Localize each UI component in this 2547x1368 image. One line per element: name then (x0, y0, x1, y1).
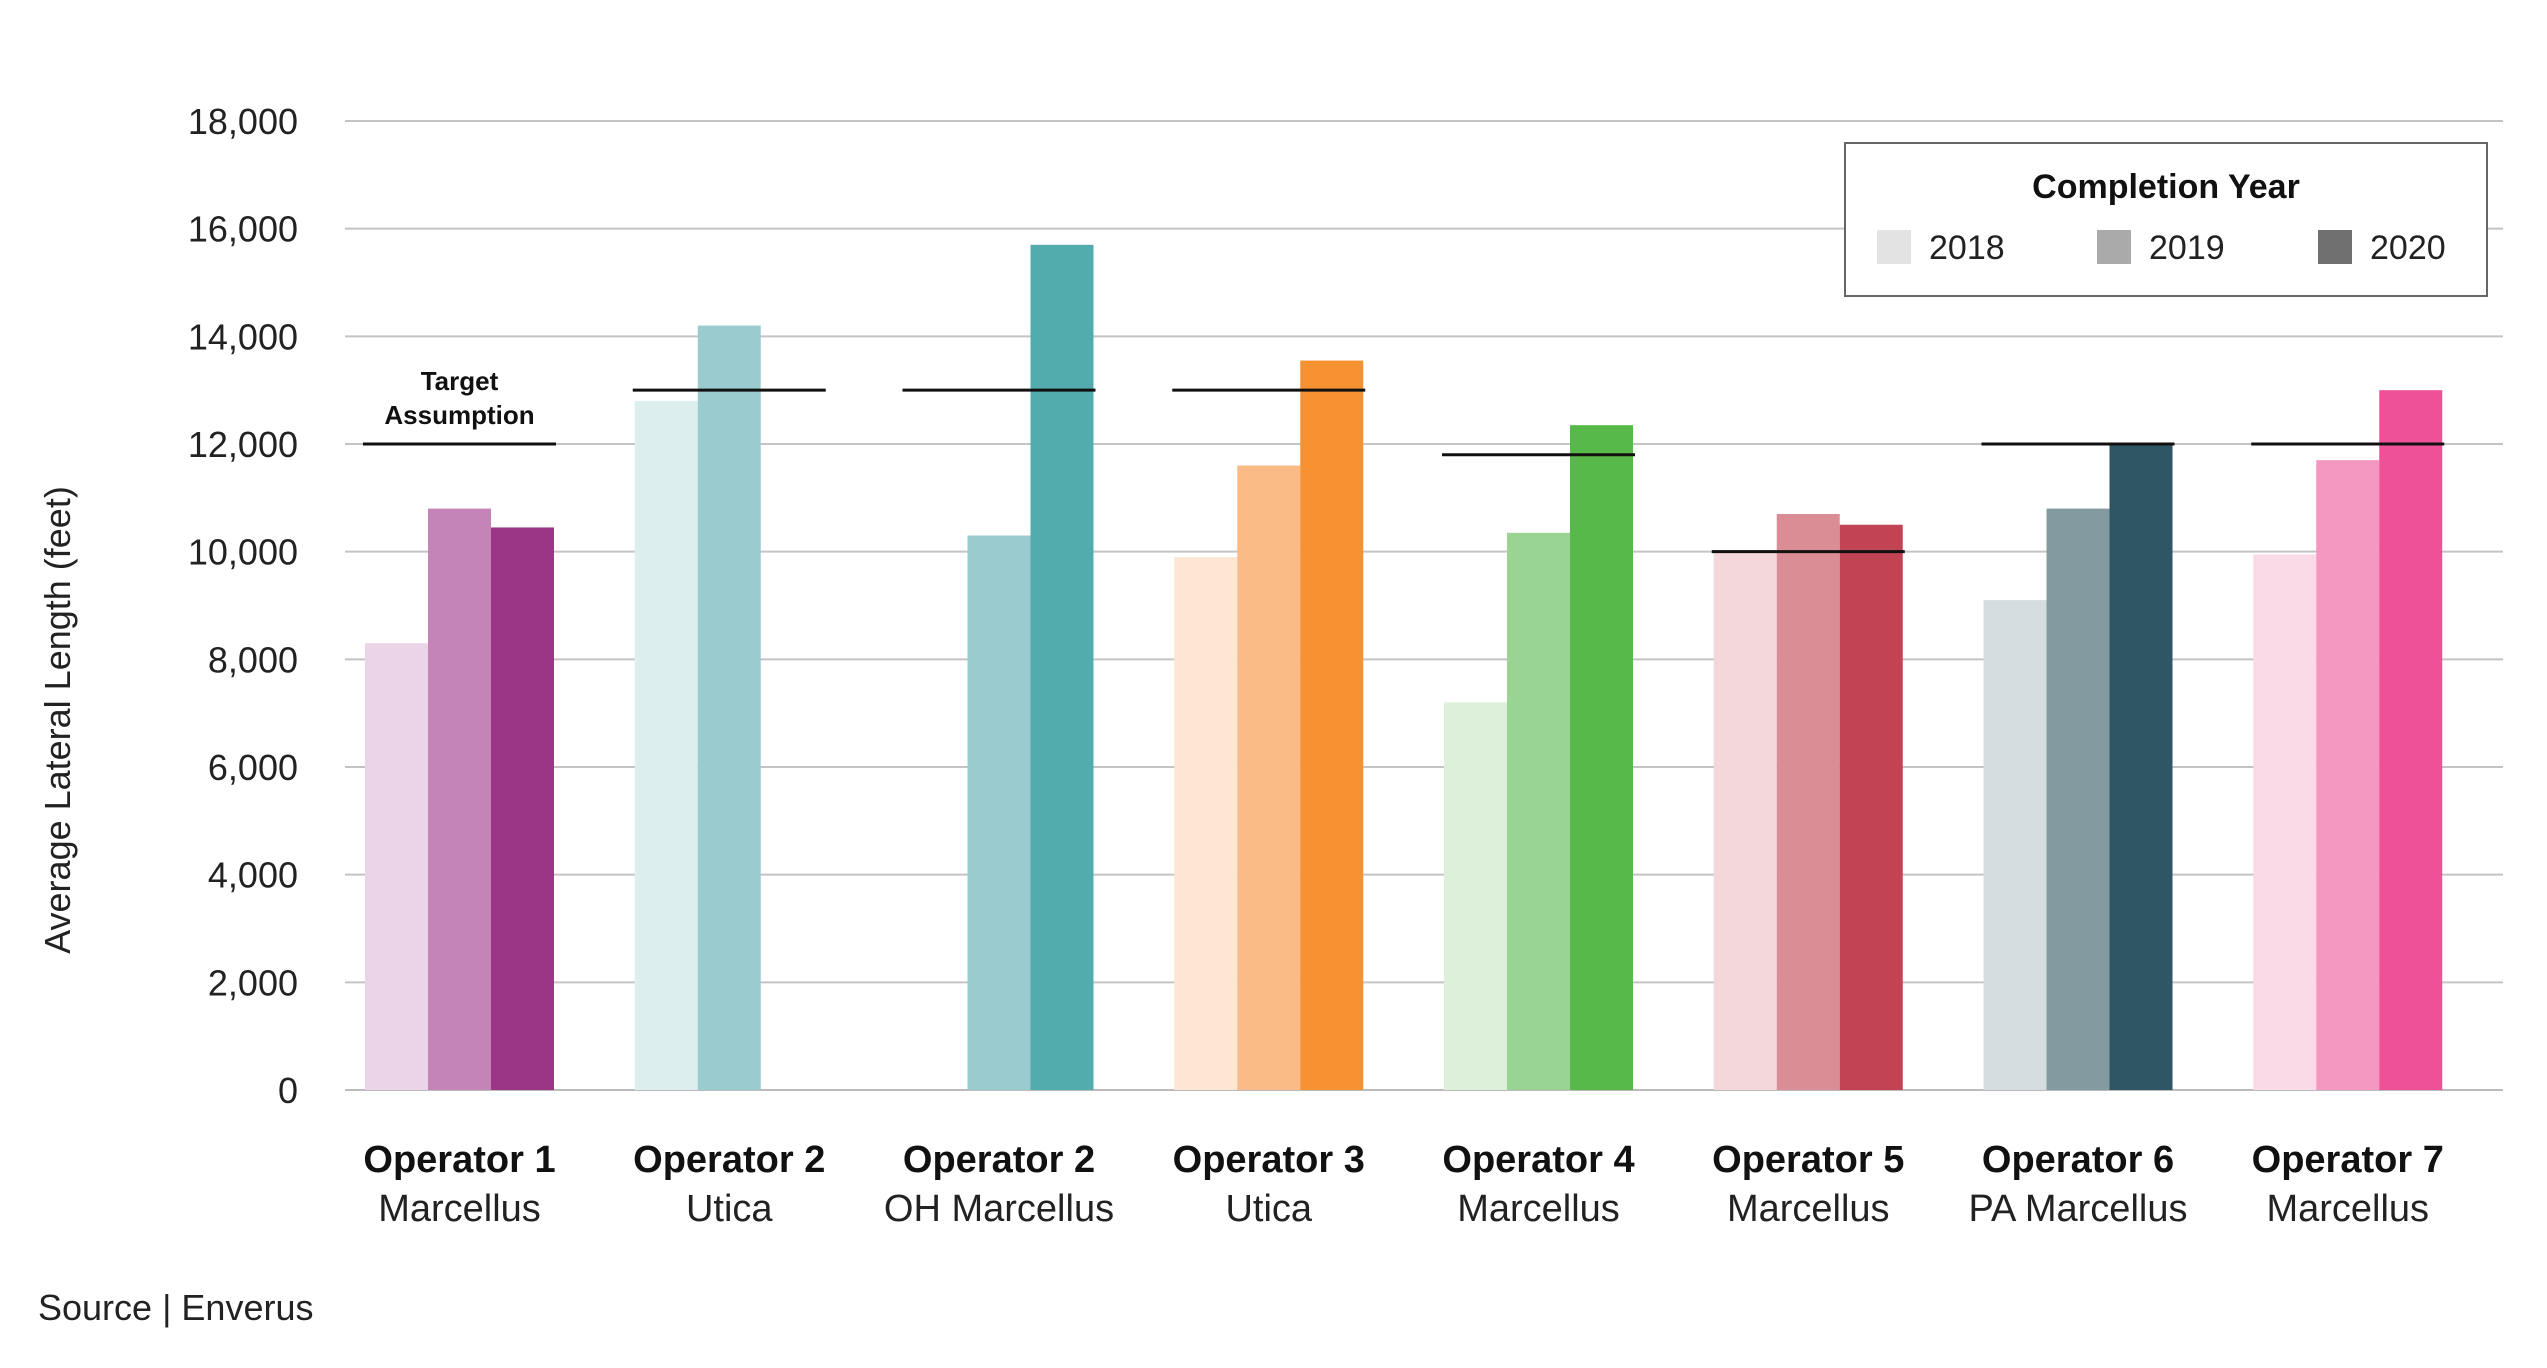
legend-label-2019: 2019 (2149, 229, 2225, 267)
category-name: Operator 4 (1442, 1139, 1634, 1181)
bar-4-2020 (1300, 360, 1364, 1090)
y-tick-label: 0 (278, 1070, 298, 1111)
legend-swatch-2018 (1877, 230, 1911, 264)
category-play: Marcellus (2266, 1188, 2429, 1230)
bar-6-2019 (1776, 513, 1840, 1090)
legend-title: Completion Year (2032, 168, 2300, 206)
bar-6-2018 (1713, 551, 1777, 1090)
category-name: Operator 3 (1173, 1139, 1365, 1181)
legend-box (1844, 142, 2488, 297)
bars (365, 244, 2443, 1091)
annotation-line-1: Target (421, 366, 499, 396)
bar-7-2020 (2109, 444, 2173, 1090)
bar-5-2020 (1570, 425, 1633, 1090)
bar-1-2019 (428, 508, 491, 1091)
bar-5-2018 (1444, 702, 1507, 1090)
bar-1-2020 (491, 527, 554, 1090)
bar-4-2019 (1237, 465, 1301, 1090)
legend: Completion Year 2018 2019 2020 (1844, 142, 2488, 297)
bar-8-2020 (2379, 390, 2443, 1091)
bar-1-2018 (365, 643, 428, 1090)
y-tick-label: 12,000 (188, 424, 298, 465)
y-tick-label: 14,000 (188, 316, 298, 357)
bar-7-2019 (2046, 508, 2110, 1091)
category-play: OH Marcellus (884, 1188, 1114, 1230)
legend-label-2020: 2020 (2370, 229, 2446, 267)
category-play: Marcellus (378, 1188, 541, 1230)
category-play: Marcellus (1457, 1188, 1620, 1230)
annotation-line-2: Assumption (384, 400, 534, 430)
target-lines (363, 388, 2445, 554)
bar-6-2020 (1839, 524, 1903, 1090)
y-tick-label: 8,000 (208, 639, 298, 680)
y-tick-labels: 0 2,000 4,000 6,000 8,000 10,000 12,000 14,000 1… (188, 101, 298, 1111)
category-labels: Operator 1 Marcellus Operator 2 Utica Operat… (363, 1139, 2443, 1230)
legend-entries: 2018 2019 2020 (1877, 229, 2446, 267)
category-name: Operator 7 (2252, 1139, 2444, 1181)
bar-7-2018 (1983, 600, 2047, 1090)
legend-swatch-2020 (2318, 230, 2352, 264)
y-tick-label: 2,000 (208, 962, 298, 1003)
category-name: Operator 2 (633, 1139, 825, 1181)
bar-4-2018 (1174, 557, 1238, 1090)
category-name: Operator 2 (903, 1139, 1095, 1181)
target-assumption-annotation: Target Assumption (384, 366, 534, 430)
bar-5-2019 (1507, 532, 1570, 1090)
category-name: Operator 5 (1712, 1139, 1904, 1181)
category-name: Operator 1 (363, 1139, 555, 1181)
bar-3-2020 (1030, 244, 1094, 1091)
category-name: Operator 6 (1982, 1139, 2174, 1181)
y-tick-label: 18,000 (188, 101, 298, 142)
bar-8-2019 (2316, 460, 2380, 1090)
y-tick-label: 16,000 (188, 209, 298, 250)
bar-2-2019 (697, 325, 761, 1091)
y-tick-label: 6,000 (208, 747, 298, 788)
bar-8-2018 (2253, 554, 2317, 1090)
category-play: PA Marcellus (1969, 1188, 2188, 1230)
legend-swatch-2019 (2097, 230, 2131, 264)
bar-3-2019 (967, 535, 1031, 1090)
y-tick-label: 10,000 (188, 532, 298, 573)
y-axis-label: Average Lateral Length (feet) (37, 486, 78, 954)
category-play: Utica (1225, 1188, 1312, 1230)
legend-label-2018: 2018 (1929, 229, 2005, 267)
category-play: Utica (686, 1188, 773, 1230)
source-note: Source | Enverus (38, 1287, 313, 1328)
bar-2-2018 (634, 400, 698, 1090)
category-play: Marcellus (1727, 1188, 1890, 1230)
y-tick-label: 4,000 (208, 855, 298, 896)
